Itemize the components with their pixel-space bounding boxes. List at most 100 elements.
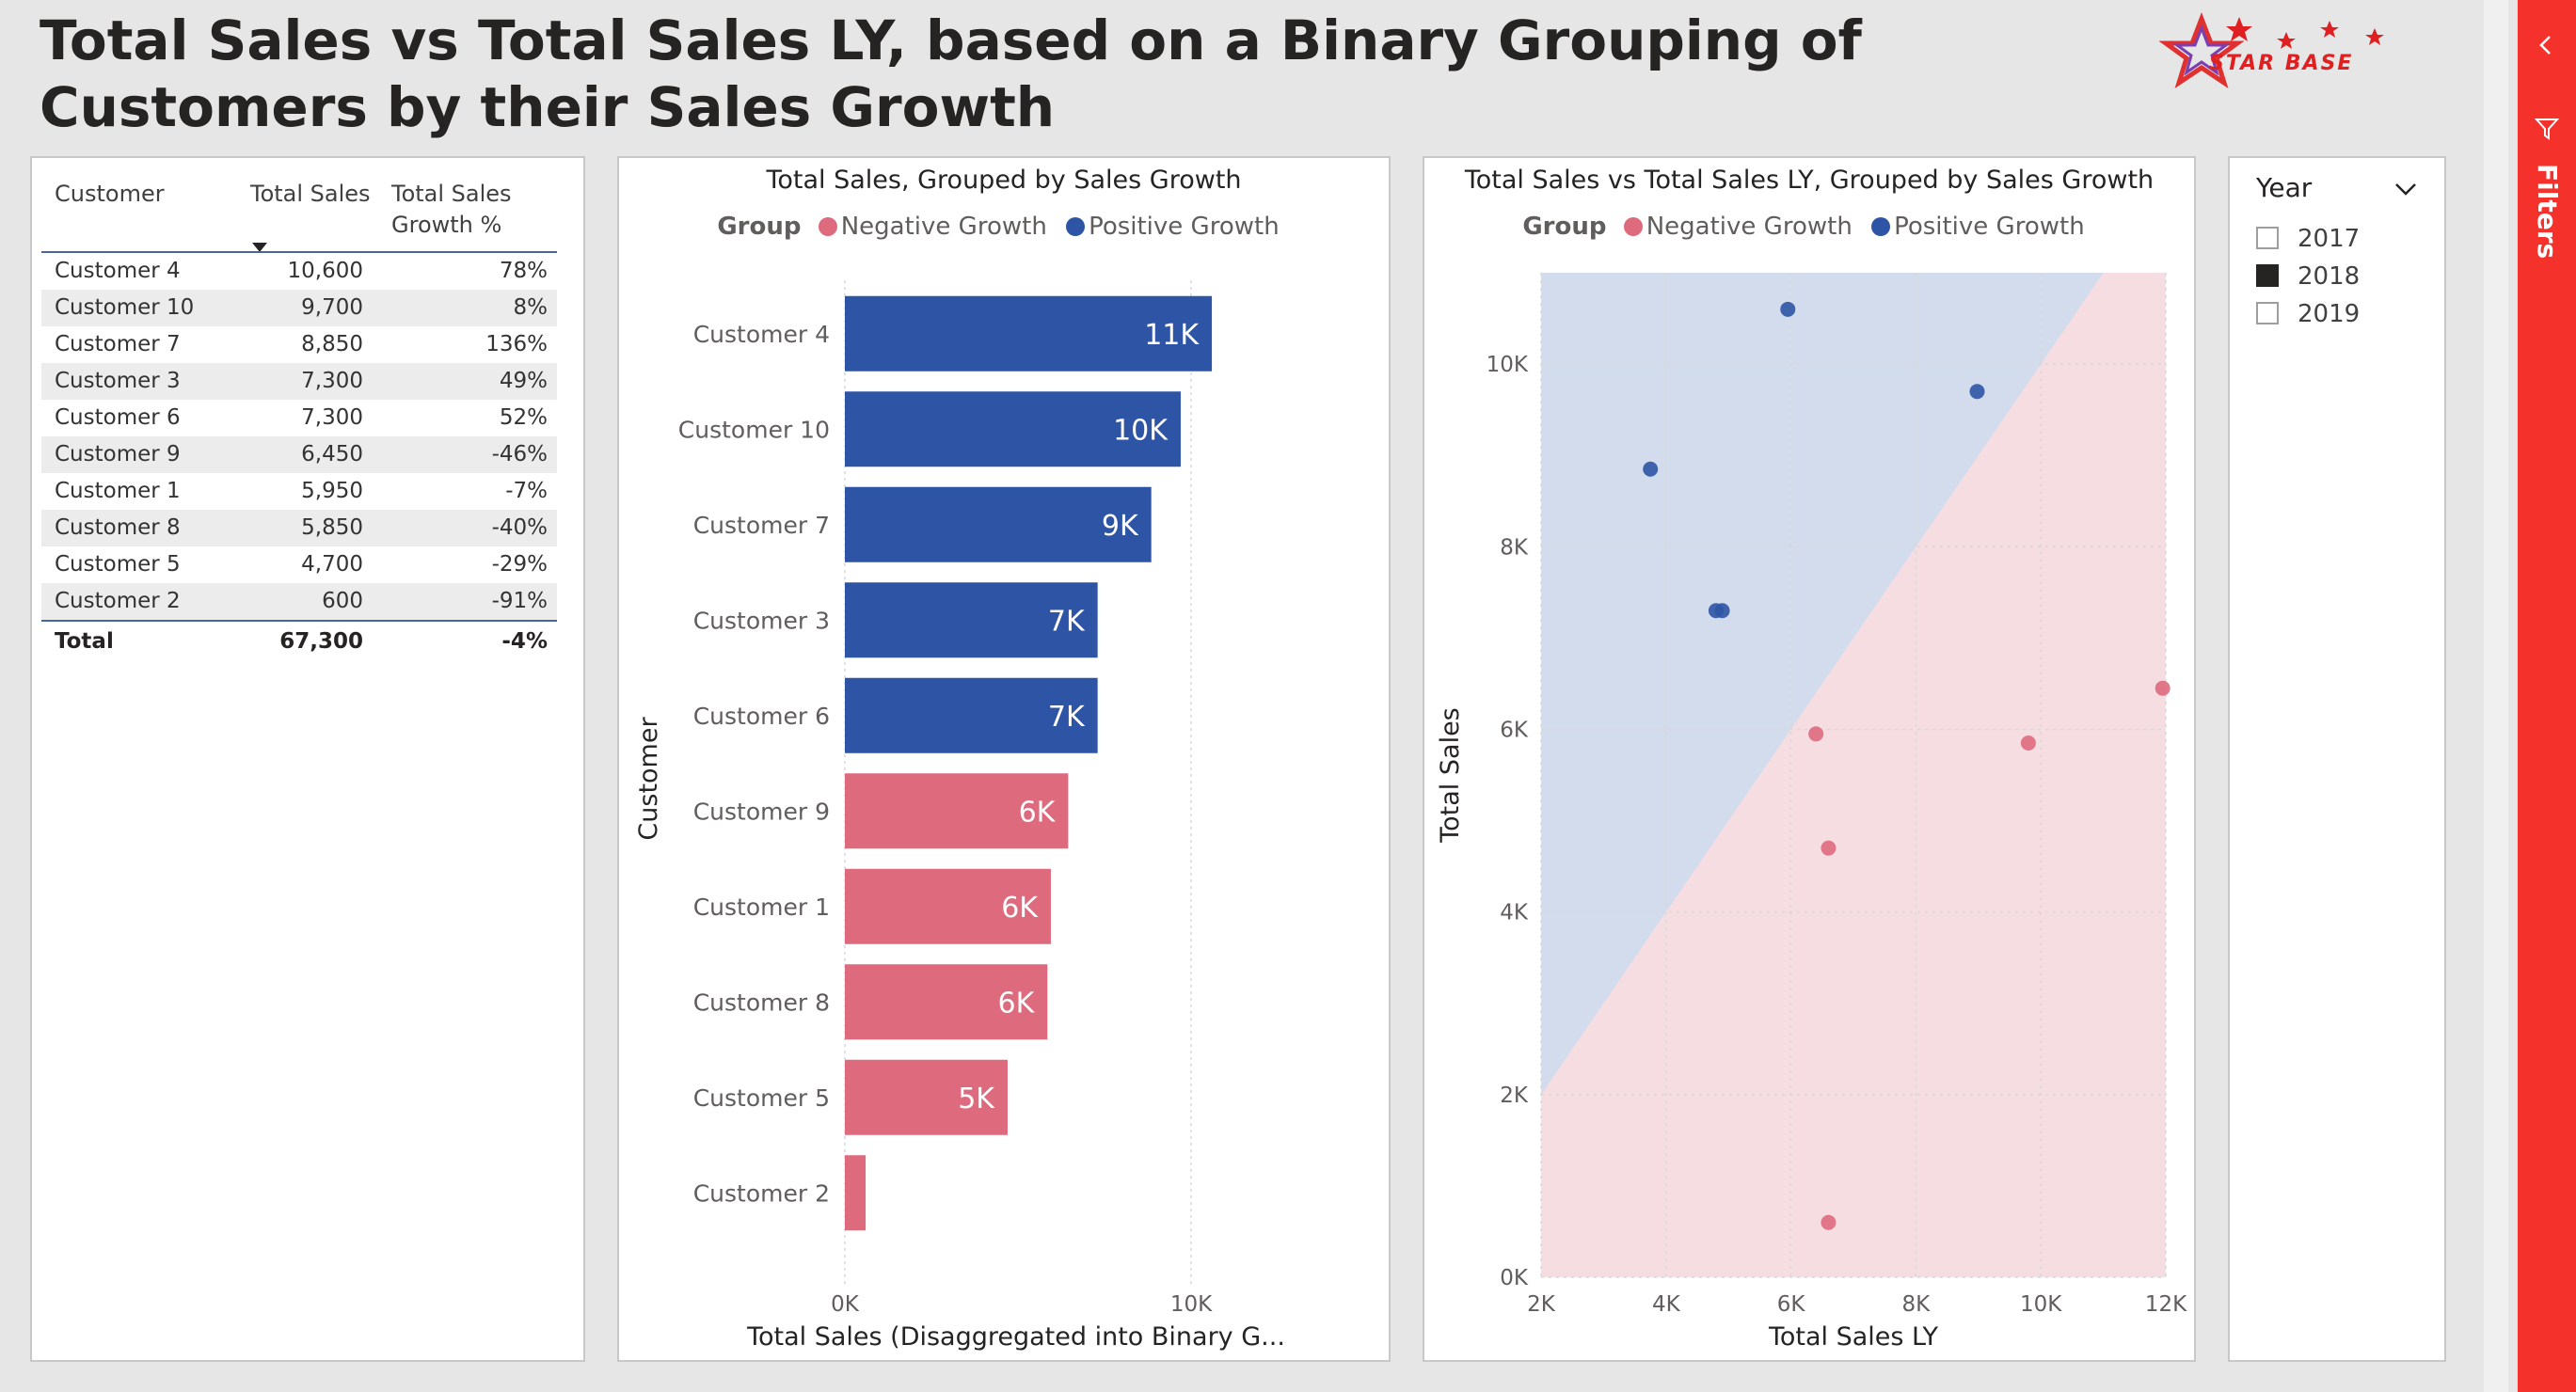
y-tick-label: 0K xyxy=(1500,1266,1529,1290)
table-row[interactable]: Customer 10 9,700 8% xyxy=(41,290,557,326)
bar xyxy=(845,773,1069,849)
y-tick-label: 6K xyxy=(1500,718,1529,742)
bar xyxy=(845,1155,867,1231)
y-category-label: Customer 4 xyxy=(693,321,830,348)
table-row[interactable]: Customer 5 4,700 -29% xyxy=(41,546,557,583)
scatter-chart-title: Total Sales vs Total Sales LY, Grouped b… xyxy=(1464,166,2155,195)
scatter-point xyxy=(1643,461,1659,477)
slicer-option-2019[interactable]: 2019 xyxy=(2256,297,2360,331)
bar xyxy=(845,868,1051,944)
data-label: 10K xyxy=(1113,414,1169,447)
data-label: 7K xyxy=(1048,701,1086,734)
header-growth[interactable]: Total Sales Growth % xyxy=(391,179,512,241)
x-axis-title: Total Sales LY xyxy=(1768,1322,1939,1352)
scatter-point xyxy=(1821,1214,1837,1230)
x-axis-title: Total Sales (Disaggregated into Binary G… xyxy=(746,1322,1285,1352)
scatter-point xyxy=(1708,603,1724,619)
cell-total-sales: 8,850 xyxy=(301,332,363,356)
canvas-scroll-strip xyxy=(2484,0,2508,1392)
legend-label-negative: Negative Growth xyxy=(1646,213,1852,241)
slicer-option-2017[interactable]: 2017 xyxy=(2256,222,2360,256)
table-row[interactable]: Customer 6 7,300 52% xyxy=(41,400,557,436)
cell-growth: -91% xyxy=(491,589,548,613)
sales-table[interactable]: Customer Total Sales Total Sales Growth … xyxy=(30,156,585,1362)
scatter-chart-panel[interactable]: Total Sales vs Total Sales LY, Grouped b… xyxy=(1423,156,2196,1362)
y-category-label: Customer 2 xyxy=(693,1179,830,1207)
scatter-point xyxy=(1780,301,1796,317)
bar-chart-title: Total Sales, Grouped by Sales Growth xyxy=(766,166,1242,195)
scatter-point xyxy=(2155,680,2171,696)
legend-item-positive[interactable]: Positive Growth xyxy=(1066,213,1280,241)
cell-growth: 136% xyxy=(485,332,548,356)
year-slicer[interactable]: Year 2017 2018 2019 xyxy=(2228,156,2446,1362)
legend-item-positive[interactable]: Positive Growth xyxy=(1871,213,2085,241)
y-category-label: Customer 3 xyxy=(693,607,830,634)
bar-chart: 0K 10K Customer 4 11K Customer 10 10K Customer… xyxy=(634,280,1285,1352)
x-tick-label: 0K xyxy=(831,1292,860,1317)
cell-total-sales: 5,950 xyxy=(301,479,363,503)
y-category-label: Customer 5 xyxy=(693,1084,830,1112)
legend-dot-positive xyxy=(1066,217,1086,236)
checkbox-icon[interactable] xyxy=(2256,227,2279,249)
y-tick-label: 10K xyxy=(1487,353,1529,377)
y-tick-label: 8K xyxy=(1500,535,1529,560)
cell-total-sales: 6,450 xyxy=(301,442,363,467)
cell-customer: Customer 9 xyxy=(55,442,181,467)
total-sales-value: 67,300 xyxy=(279,629,363,654)
table-row[interactable]: Customer 2 600 -91% xyxy=(41,583,557,620)
chevron-down-icon[interactable] xyxy=(2393,177,2418,201)
y-category-label: Customer 6 xyxy=(693,703,830,730)
table-row[interactable]: Customer 9 6,450 -46% xyxy=(41,436,557,473)
y-category-label: Customer 10 xyxy=(678,416,830,443)
filters-label[interactable]: Filters xyxy=(2532,164,2563,260)
star-base-logo: STAR BASE xyxy=(2158,12,2384,88)
legend-title: Group xyxy=(717,213,802,241)
header-total-sales[interactable]: Total Sales xyxy=(250,181,371,207)
bar xyxy=(845,391,1181,467)
bar xyxy=(845,486,1152,562)
legend-label-negative: Negative Growth xyxy=(840,213,1047,241)
scatter-point xyxy=(1969,384,1985,400)
bar-chart-panel[interactable]: Total Sales, Grouped by Sales Growth Gro… xyxy=(617,156,1391,1362)
y-category-label: Customer 1 xyxy=(693,894,830,921)
table-row[interactable]: Customer 4 10,600 78% xyxy=(41,253,557,290)
legend-item-negative[interactable]: Negative Growth xyxy=(1623,213,1852,241)
data-label: 6K xyxy=(1001,892,1039,925)
cell-growth: 78% xyxy=(499,259,548,283)
cell-growth: -40% xyxy=(491,515,548,540)
x-tick-label: 10K xyxy=(1170,1292,1213,1317)
y-category-label: Customer 9 xyxy=(693,798,830,825)
y-tick-label: 4K xyxy=(1500,901,1529,925)
bar xyxy=(845,295,1213,372)
y-axis-title: Total Sales xyxy=(1436,707,1465,844)
cell-customer: Customer 1 xyxy=(55,479,181,503)
table-row[interactable]: Customer 3 7,300 49% xyxy=(41,363,557,400)
table-row[interactable]: Customer 8 5,850 -40% xyxy=(41,510,557,546)
checkbox-icon[interactable] xyxy=(2256,302,2279,324)
filters-pane[interactable]: Filters xyxy=(2518,0,2576,1392)
table-total-row: Total 67,300 -4% xyxy=(41,623,557,660)
table-row[interactable]: Customer 1 5,950 -7% xyxy=(41,473,557,510)
table-row[interactable]: Customer 7 8,850 136% xyxy=(41,326,557,363)
x-tick-label: 10K xyxy=(2020,1292,2062,1317)
header-customer[interactable]: Customer xyxy=(55,181,165,207)
chevron-left-icon[interactable] xyxy=(2535,34,2557,56)
cell-customer: Customer 7 xyxy=(55,332,181,356)
slicer-option-2018[interactable]: 2018 xyxy=(2256,260,2360,293)
filter-icon[interactable] xyxy=(2535,117,2559,141)
x-tick-label: 6K xyxy=(1777,1292,1806,1317)
cell-total-sales: 9,700 xyxy=(301,295,363,320)
scatter-point xyxy=(1808,726,1824,742)
checkbox-checked-icon[interactable] xyxy=(2256,264,2279,287)
legend-item-negative[interactable]: Negative Growth xyxy=(818,213,1047,241)
bar xyxy=(845,1059,1008,1135)
total-divider xyxy=(41,620,557,622)
cell-customer: Customer 2 xyxy=(55,589,181,613)
scatter-chart-legend: Group Negative Growth Positive Growth xyxy=(1424,211,2194,243)
sort-descending-icon[interactable] xyxy=(252,243,267,252)
cell-total-sales: 7,300 xyxy=(301,405,363,430)
bar xyxy=(845,677,1098,753)
cell-total-sales: 7,300 xyxy=(301,369,363,393)
legend-label-positive: Positive Growth xyxy=(1894,213,2085,241)
